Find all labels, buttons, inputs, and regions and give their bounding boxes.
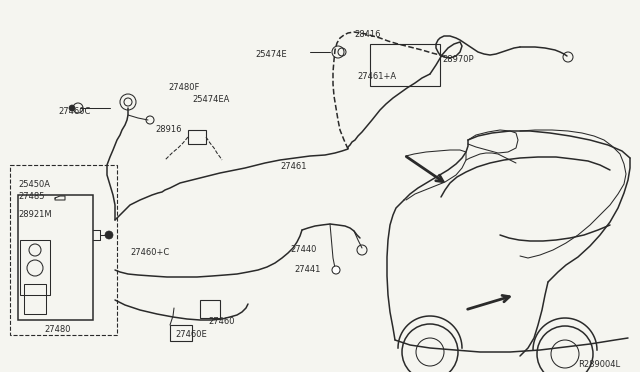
- Text: R289004L: R289004L: [578, 360, 620, 369]
- Text: 28416: 28416: [354, 30, 381, 39]
- Circle shape: [105, 231, 113, 239]
- Text: 27460C: 27460C: [58, 107, 90, 116]
- Bar: [370, 44, 440, 86]
- Text: 27461: 27461: [280, 162, 307, 171]
- Circle shape: [69, 105, 75, 111]
- Text: 27460: 27460: [208, 317, 234, 326]
- Bar: [24, 284, 46, 314]
- Text: 25474E: 25474E: [255, 50, 287, 59]
- Text: 28970P: 28970P: [442, 55, 474, 64]
- Text: 27480: 27480: [44, 325, 70, 334]
- Text: 25474EA: 25474EA: [192, 95, 229, 104]
- Bar: [18, 195, 93, 320]
- Text: 27485: 27485: [18, 192, 45, 201]
- Text: 28916: 28916: [155, 125, 182, 134]
- Bar: [170, 325, 192, 341]
- Bar: [10, 165, 117, 335]
- Text: 27460E: 27460E: [175, 330, 207, 339]
- Text: 27440: 27440: [290, 245, 316, 254]
- Bar: [200, 300, 220, 318]
- Text: 28921M: 28921M: [18, 210, 52, 219]
- Bar: [20, 240, 50, 295]
- Text: 27441: 27441: [294, 265, 321, 274]
- Circle shape: [332, 266, 340, 274]
- Text: 27461+A: 27461+A: [357, 72, 396, 81]
- Text: 27460+C: 27460+C: [130, 248, 169, 257]
- Bar: [188, 130, 206, 144]
- Text: 27480F: 27480F: [168, 83, 200, 92]
- Text: 25450A: 25450A: [18, 180, 50, 189]
